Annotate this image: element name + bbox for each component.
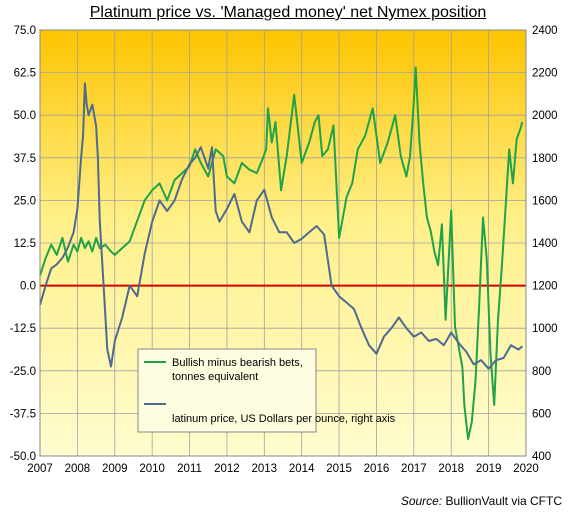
x-tick-label: 2011: [177, 463, 202, 475]
x-tick-label: 2015: [326, 463, 352, 475]
x-tick-label: 2020: [513, 463, 539, 475]
chart-title: Platinum price vs. 'Managed money' net N…: [89, 4, 487, 21]
legend-box: [137, 348, 317, 433]
left-tick-label: 62.5: [14, 68, 36, 80]
x-tick-label: 2017: [401, 463, 427, 475]
right-tick-label: 2200: [532, 68, 558, 80]
series-line-platinum-price: [39, 82, 523, 370]
left-tick-label: 0.0: [20, 281, 36, 293]
right-tick-label: 1200: [532, 281, 558, 293]
right-tick-label: 1600: [532, 195, 558, 207]
legend-label-platinum-2: latinum price, US Dollars per ounce, rig…: [172, 413, 396, 425]
right-tick-label: 800: [532, 366, 551, 378]
right-tick-label: 400: [532, 451, 551, 463]
right-tick-label: 1400: [532, 238, 558, 250]
x-tick-label: 2014: [289, 463, 315, 475]
source-label: Source:: [400, 494, 443, 508]
plot-area-frame: [39, 29, 527, 457]
left-tick-label: 25.0: [14, 195, 36, 207]
left-tick-label: -12.5: [10, 323, 36, 335]
left-tick-label: 75.0: [14, 25, 36, 37]
x-tick-label: 2016: [364, 463, 390, 475]
legend: Bullish minus bearish bets, tonnes equiv…: [137, 348, 396, 433]
left-tick-label: -37.5: [10, 408, 36, 420]
left-tick-label: 37.5: [14, 153, 36, 165]
x-tick-label: 2012: [214, 463, 240, 475]
right-tick-label: 2400: [532, 25, 558, 37]
left-tick-label: 12.5: [14, 238, 36, 250]
source-note: Source: BullionVault via CFTC: [401, 494, 562, 508]
left-tick-label: -25.0: [10, 366, 36, 378]
legend-label-bullish-2: tonnes equivalent: [172, 371, 258, 383]
x-tick-label: 2009: [102, 463, 128, 475]
x-tick-label: 2019: [476, 463, 502, 475]
series-line-bullish-minus-bearish: [39, 66, 524, 440]
right-tick-label: 1000: [532, 323, 558, 335]
x-tick-label: 2018: [438, 463, 464, 475]
legend-label-bullish-1: Bullish minus bearish bets,: [172, 357, 303, 369]
source-text: BullionVault via CFTC: [445, 494, 562, 508]
left-tick-label: -50.0: [10, 451, 36, 463]
x-tick-label: 2007: [27, 463, 53, 475]
x-tick-label: 2013: [252, 463, 278, 475]
right-tick-label: 1800: [532, 153, 558, 165]
x-tick-label: 2008: [65, 463, 91, 475]
right-tick-label: 600: [532, 408, 551, 420]
left-tick-label: 50.0: [14, 110, 36, 122]
x-tick-label: 2010: [139, 463, 165, 475]
right-tick-label: 2000: [532, 110, 558, 122]
